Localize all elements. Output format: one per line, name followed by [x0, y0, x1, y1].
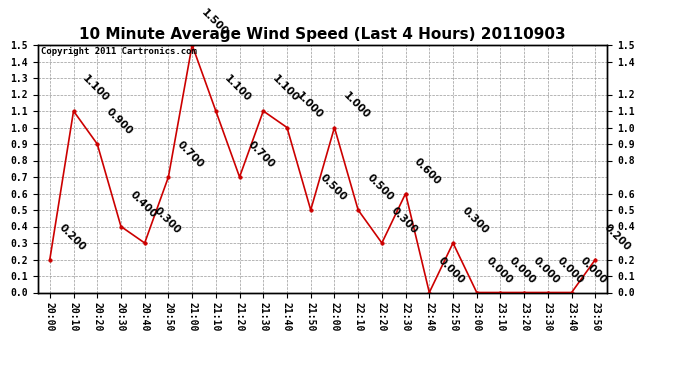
Text: 0.000: 0.000	[555, 255, 585, 285]
Text: 0.400: 0.400	[128, 189, 159, 219]
Text: 0.500: 0.500	[365, 172, 395, 203]
Text: 0.200: 0.200	[57, 222, 87, 252]
Text: 0.000: 0.000	[484, 255, 514, 285]
Text: Copyright 2011 Cartronics.com: Copyright 2011 Cartronics.com	[41, 48, 197, 57]
Text: 0.700: 0.700	[246, 140, 277, 170]
Text: 0.700: 0.700	[175, 140, 206, 170]
Text: 1.000: 1.000	[294, 90, 324, 120]
Text: 1.100: 1.100	[223, 74, 253, 104]
Text: 1.500: 1.500	[199, 8, 230, 38]
Text: 0.900: 0.900	[104, 107, 135, 137]
Text: 0.000: 0.000	[507, 255, 538, 285]
Text: 0.000: 0.000	[579, 255, 609, 285]
Text: 0.300: 0.300	[460, 206, 491, 236]
Text: 0.200: 0.200	[602, 222, 633, 252]
Text: 0.300: 0.300	[389, 206, 420, 236]
Text: 1.100: 1.100	[81, 74, 111, 104]
Text: 0.000: 0.000	[531, 255, 562, 285]
Text: 0.500: 0.500	[317, 172, 348, 203]
Text: 0.600: 0.600	[413, 156, 443, 186]
Text: 1.100: 1.100	[270, 74, 301, 104]
Title: 10 Minute Average Wind Speed (Last 4 Hours) 20110903: 10 Minute Average Wind Speed (Last 4 Hou…	[79, 27, 566, 42]
Text: 0.000: 0.000	[436, 255, 466, 285]
Text: 0.300: 0.300	[152, 206, 182, 236]
Text: 1.000: 1.000	[342, 90, 372, 120]
